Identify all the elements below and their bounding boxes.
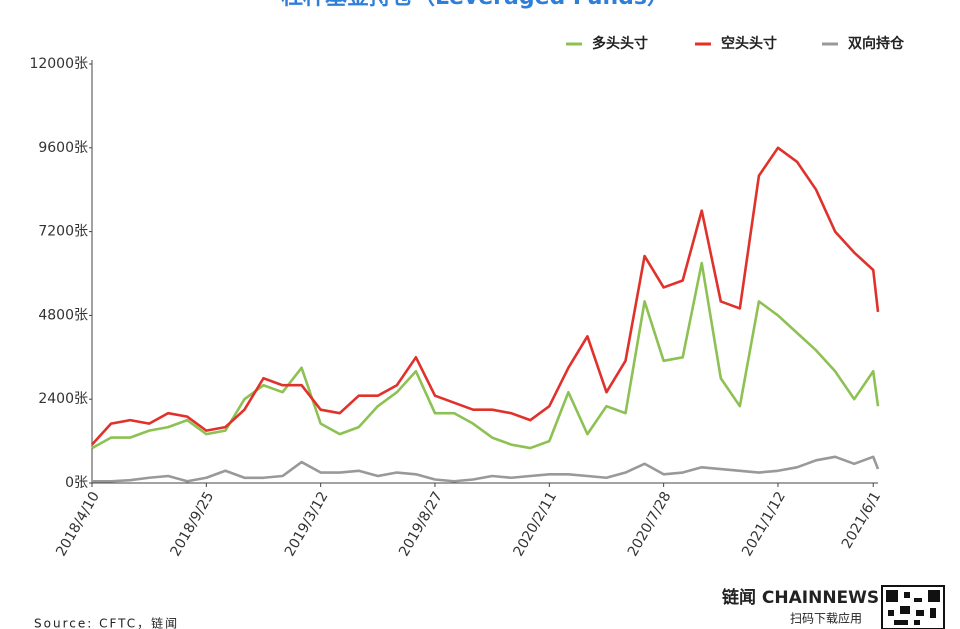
legend-label: 多头头寸 — [592, 35, 648, 52]
y-tick-label: 7200张 — [38, 224, 88, 240]
series-line — [92, 455, 880, 483]
x-tick-label: 2021/1/12 — [739, 489, 789, 559]
x-tick-label: 2019/8/27 — [396, 489, 446, 559]
legend-label: 空头头寸 — [721, 35, 777, 52]
x-tick-label: 2018/4/10 — [53, 489, 103, 559]
y-tick-label: 2400张 — [38, 391, 88, 407]
y-tick-label: 4800张 — [38, 307, 88, 323]
qr-code — [881, 585, 945, 629]
y-tick-label: 9600张 — [38, 140, 88, 156]
brand-sub: 扫码下载应用 — [790, 611, 862, 626]
y-tick-label: 12000张 — [29, 56, 88, 72]
y-tick-label: 0张 — [65, 475, 88, 491]
series-line — [91, 146, 880, 446]
legend-label: 双向持仓 — [848, 35, 905, 52]
x-tick-label: 2021/6/1 — [839, 489, 884, 551]
x-tick-label: 2020/2/11 — [510, 489, 560, 559]
x-tick-label: 2019/3/12 — [282, 489, 332, 559]
x-tick-label: 2018/9/25 — [168, 489, 218, 559]
brand: 链闻 CHAINNEWS — [722, 587, 879, 608]
source: Source: CFTC，链闻 — [34, 616, 179, 629]
chart-title: 杠杆基金持仓（Leveraged Funds） — [281, 0, 669, 10]
x-tick-label: 2020/7/28 — [625, 489, 675, 559]
series-line — [91, 261, 880, 450]
